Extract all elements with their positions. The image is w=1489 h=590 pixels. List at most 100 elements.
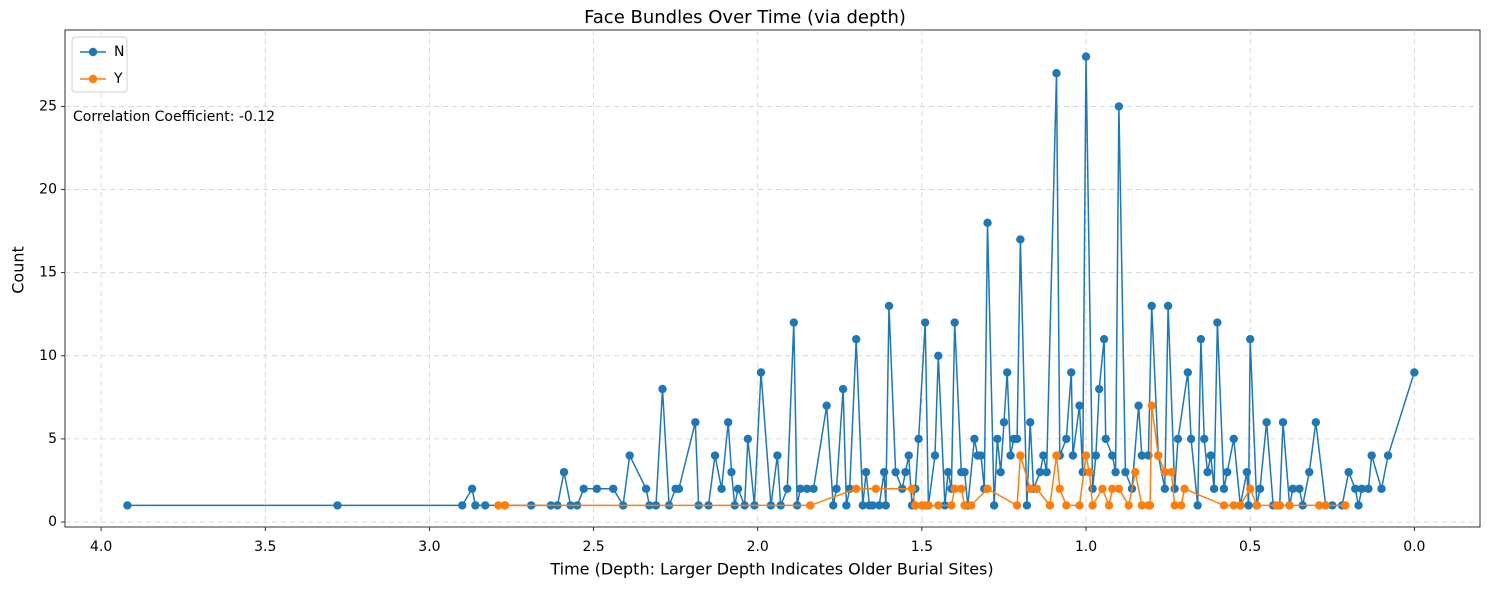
point — [1311, 418, 1321, 427]
point — [471, 501, 480, 510]
y-tick-label: 5 — [48, 431, 57, 447]
x-tick-label: 2.0 — [747, 539, 769, 555]
point — [822, 401, 831, 410]
point — [1108, 484, 1117, 493]
point — [1223, 467, 1232, 477]
point — [1012, 501, 1022, 510]
point — [123, 501, 132, 510]
point — [966, 501, 976, 510]
point — [1026, 418, 1035, 427]
point — [1052, 451, 1061, 460]
point — [579, 484, 588, 493]
point — [1003, 368, 1012, 377]
point — [871, 484, 881, 493]
point — [1242, 467, 1252, 477]
point — [868, 501, 877, 510]
point — [783, 484, 792, 493]
point — [723, 418, 733, 427]
point — [1114, 102, 1124, 111]
point — [934, 501, 943, 510]
point — [1183, 368, 1193, 377]
point — [881, 501, 890, 510]
point — [1032, 484, 1041, 493]
point — [1170, 501, 1179, 510]
point — [1022, 501, 1032, 510]
point — [1121, 467, 1130, 477]
point — [1055, 484, 1064, 493]
point — [1134, 401, 1143, 410]
point — [1200, 434, 1209, 444]
point — [934, 351, 943, 360]
point — [1075, 501, 1084, 510]
point — [993, 434, 1002, 444]
point — [1196, 334, 1206, 344]
point — [727, 467, 736, 477]
point — [1111, 467, 1120, 477]
point — [1067, 368, 1076, 377]
point — [1160, 484, 1170, 493]
point — [789, 318, 799, 327]
point — [1245, 334, 1255, 344]
point — [858, 501, 867, 510]
point — [884, 301, 894, 311]
point — [802, 484, 812, 493]
point — [481, 501, 490, 510]
point — [1173, 434, 1183, 444]
point — [809, 484, 818, 493]
point — [901, 467, 910, 477]
y-tick-label: 20 — [39, 182, 57, 198]
chart-title: Face Bundles Over Time (via depth) — [584, 7, 906, 28]
point — [1098, 484, 1107, 493]
x-tick-label: 0.0 — [1403, 539, 1425, 555]
point — [879, 467, 889, 477]
point — [1045, 501, 1055, 510]
point — [989, 501, 999, 510]
y-tick-label: 10 — [39, 348, 57, 364]
point — [838, 384, 848, 394]
point — [1245, 484, 1255, 493]
point — [1012, 434, 1022, 444]
point — [950, 318, 959, 327]
x-tick-label: 2.5 — [582, 539, 604, 555]
legend-label: Y — [113, 71, 123, 87]
point — [592, 484, 602, 493]
point — [1236, 501, 1245, 510]
y-tick-label: 0 — [48, 514, 57, 530]
x-tick-label: 0.5 — [1239, 539, 1261, 555]
point — [1321, 501, 1330, 510]
point — [1081, 52, 1091, 61]
point — [733, 484, 743, 493]
point — [1091, 451, 1101, 460]
point — [674, 484, 684, 493]
x-axis-label: Time (Depth: Larger Depth Indicates Olde… — [549, 560, 993, 579]
point — [1099, 334, 1109, 344]
point — [1062, 434, 1071, 444]
point — [806, 501, 815, 510]
point — [1383, 451, 1393, 460]
point — [1042, 467, 1051, 477]
point — [1229, 501, 1238, 510]
point — [911, 501, 920, 510]
point — [1295, 484, 1304, 493]
point — [1085, 467, 1094, 477]
point — [1255, 484, 1265, 493]
point — [891, 467, 900, 477]
point — [1344, 467, 1353, 477]
point — [756, 368, 766, 377]
point — [710, 451, 720, 460]
point — [1088, 501, 1097, 510]
point — [467, 484, 477, 493]
point — [852, 334, 861, 344]
point — [1145, 501, 1155, 510]
point — [625, 451, 634, 460]
point — [1039, 451, 1048, 460]
point — [999, 418, 1009, 427]
point — [1147, 401, 1156, 410]
point — [1163, 301, 1173, 311]
point — [1101, 434, 1110, 444]
point — [609, 484, 618, 493]
point — [1016, 451, 1025, 460]
point — [1357, 484, 1367, 493]
plot-frame — [64, 29, 1481, 528]
